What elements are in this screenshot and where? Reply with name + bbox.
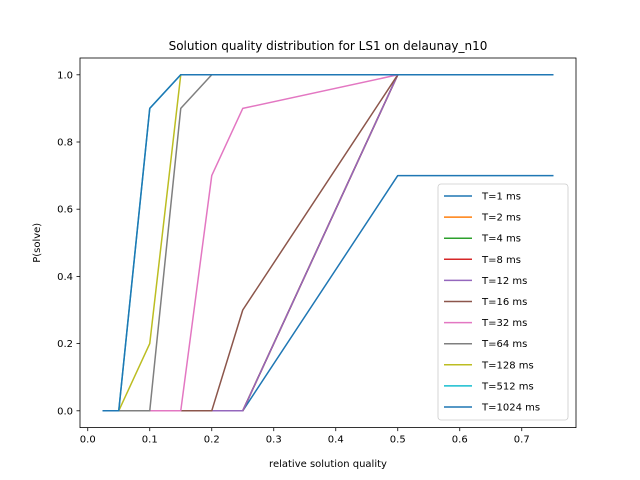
plot-frame — [79, 57, 577, 429]
y-axis: 0.0 0.2 0.4 0.6 0.8 1.0 — [57, 70, 80, 417]
x-tick-label: 0.2 — [204, 435, 220, 446]
legend-label: T=128 ms — [481, 360, 534, 371]
y-tick-label: 0.8 — [57, 138, 73, 149]
x-tick-label: 0.3 — [266, 435, 282, 446]
x-axis-label: relative solution quality — [269, 459, 387, 470]
y-tick-label: 0.2 — [57, 339, 73, 350]
legend-label: T=12 ms — [481, 276, 527, 287]
x-tick-label: 0.7 — [514, 435, 530, 446]
y-tick-label: 0.0 — [57, 406, 73, 417]
legend-label: T=64 ms — [481, 339, 527, 350]
legend-label: T=8 ms — [481, 255, 521, 266]
legend-label: T=512 ms — [481, 381, 534, 392]
chart-title: Solution quality distribution for LS1 on… — [169, 39, 488, 53]
legend-label: T=16 ms — [481, 297, 527, 308]
x-tick-label: 0.1 — [142, 435, 158, 446]
legend: T=1 ms T=2 ms T=4 ms T=8 ms T=12 ms T=16 ms T=… — [437, 183, 569, 421]
legend-label: T=1 ms — [481, 192, 521, 203]
y-tick-label: 0.6 — [57, 205, 73, 216]
x-axis: 0.0 0.1 0.2 0.3 0.4 0.5 0.6 0.7 — [80, 427, 530, 446]
legend-label: T=1024 ms — [481, 403, 540, 414]
y-axis-label: P(solve) — [32, 223, 43, 263]
x-tick-label: 0.5 — [390, 435, 406, 446]
x-tick-label: 0.6 — [452, 435, 468, 446]
x-tick-label: 0.0 — [80, 435, 96, 446]
y-tick-label: 1.0 — [57, 70, 73, 81]
x-tick-label: 0.4 — [328, 435, 344, 446]
legend-label: T=2 ms — [481, 213, 521, 224]
series-line-10 — [102, 74, 554, 412]
legend-frame — [437, 183, 569, 421]
series-layer — [102, 74, 554, 412]
legend-label: T=4 ms — [481, 234, 521, 245]
legend-label: T=32 ms — [481, 318, 527, 329]
y-tick-label: 0.4 — [57, 272, 73, 283]
